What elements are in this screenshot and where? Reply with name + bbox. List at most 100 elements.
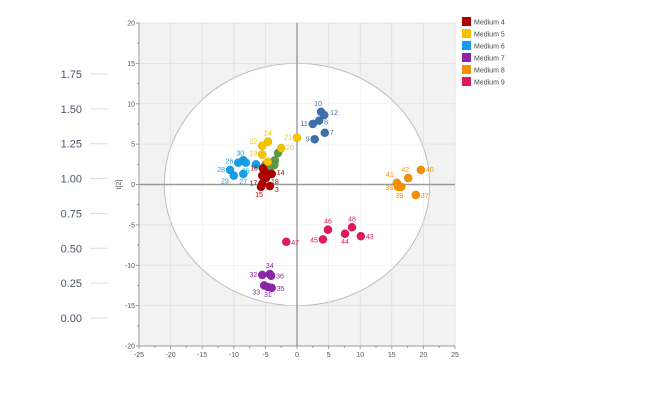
point-label: 47 <box>291 240 299 247</box>
point-label: 14 <box>277 170 285 177</box>
x-tick-label: -20 <box>166 352 176 359</box>
point-label: 27 <box>239 179 247 186</box>
y-tick-label: -5 <box>129 222 135 229</box>
legend-item: Medium 4 <box>462 17 505 27</box>
legend-swatch <box>462 41 471 50</box>
x-tick-label: 25 <box>451 352 459 359</box>
point-label: 34 <box>266 263 274 270</box>
x-tick-label: 10 <box>356 352 364 359</box>
data-point <box>267 283 277 293</box>
data-point <box>396 182 406 192</box>
point-label: 16 <box>250 165 258 172</box>
point-label: 43 <box>366 234 374 241</box>
legend-label: Medium 7 <box>474 56 505 63</box>
data-point <box>251 159 261 169</box>
y-tick-label: -20 <box>125 344 135 351</box>
point-label: 46 <box>324 219 332 226</box>
side-axis: 1.75 1.50 1.25 1.00 0.75 0.50 0.25 0.00 <box>61 69 108 325</box>
y-tick-label: 15 <box>127 61 135 68</box>
point-label: 8 <box>324 120 328 127</box>
point-label: 11 <box>301 121 308 128</box>
x-tick-label: 5 <box>327 352 331 359</box>
data-point <box>238 169 248 179</box>
data-point <box>411 190 421 200</box>
legend-swatch <box>462 53 471 62</box>
data-point <box>266 271 276 281</box>
point-label: 41 <box>386 172 394 179</box>
point-label: 15 <box>255 192 263 199</box>
data-point <box>319 110 329 120</box>
y-tick-label: 0 <box>131 182 135 189</box>
side-axis-tick-label: 1.50 <box>61 104 82 116</box>
data-point <box>257 270 267 280</box>
point-label: 28 <box>217 167 225 174</box>
point-label: 26 <box>225 159 233 166</box>
y-axis-label: t[2] <box>116 180 123 190</box>
data-point <box>403 173 413 183</box>
data-point <box>347 222 357 232</box>
point-label: 37 <box>421 193 429 200</box>
x-tick-label: 15 <box>388 352 396 359</box>
side-axis-tick-label: 1.25 <box>61 139 82 151</box>
point-label: 48 <box>348 216 356 223</box>
data-points <box>225 107 426 293</box>
point-label: 45 <box>310 237 318 244</box>
data-point <box>276 143 286 153</box>
side-axis-tick-label: 0.25 <box>61 278 82 290</box>
data-point <box>241 158 251 168</box>
data-point <box>233 158 243 168</box>
series-medium-5 <box>257 133 302 167</box>
data-point <box>256 182 266 192</box>
point-label: 30 <box>236 150 244 157</box>
side-axis-tick-label: 0.00 <box>61 313 82 325</box>
data-point <box>257 141 267 151</box>
point-label: 17 <box>249 181 257 188</box>
legend-label: Medium 5 <box>474 32 505 39</box>
y-tick-label: 10 <box>127 101 135 108</box>
data-point <box>229 171 239 181</box>
legend-swatch <box>462 65 471 74</box>
point-label: 9 <box>306 136 310 143</box>
point-label: 38 <box>385 185 393 192</box>
x-tick-label: -10 <box>229 352 239 359</box>
point-label: 7 <box>330 130 334 137</box>
y-tick-label: -15 <box>125 303 135 310</box>
series-medium-9 <box>281 222 366 247</box>
data-point <box>318 234 328 244</box>
point-label: 12 <box>330 110 338 117</box>
point-label: 24 <box>264 131 272 138</box>
y-tick-label: -10 <box>125 263 135 270</box>
point-label: 39 <box>395 193 403 200</box>
legend-item: Medium 9 <box>462 77 505 87</box>
data-point <box>265 181 275 191</box>
legend: Medium 4 Medium 5 Medium 6 Medium 7 Medium 8… <box>462 17 505 87</box>
data-point <box>281 237 291 247</box>
series-medium-7 <box>257 269 277 293</box>
legend-swatch <box>462 17 471 26</box>
point-label: 35 <box>277 286 285 293</box>
point-label: 42 <box>401 167 409 174</box>
data-point <box>416 165 426 175</box>
point-label: 18 <box>271 179 279 186</box>
point-label: 36 <box>276 274 284 281</box>
data-point <box>356 231 366 241</box>
point-label: 33 <box>252 289 260 296</box>
series-medium-4 <box>256 163 277 192</box>
legend-label: Medium 8 <box>474 68 505 75</box>
point-label: 29 <box>221 179 229 186</box>
series-medium-8 <box>392 165 426 200</box>
point-label: 25 <box>242 169 250 176</box>
data-point <box>320 128 330 138</box>
legend-swatch <box>462 29 471 38</box>
side-axis-tick-label: 0.75 <box>61 208 82 220</box>
data-point <box>340 229 350 239</box>
y-tick-label: 5 <box>131 142 135 149</box>
point-label: 31 <box>264 292 272 299</box>
x-tick-label: -25 <box>134 352 144 359</box>
point-label: 44 <box>341 239 349 246</box>
x-tick-label: 0 <box>295 352 299 359</box>
point-label: 21 <box>284 135 292 142</box>
x-tick-label: 20 <box>420 352 428 359</box>
data-point <box>310 134 320 144</box>
